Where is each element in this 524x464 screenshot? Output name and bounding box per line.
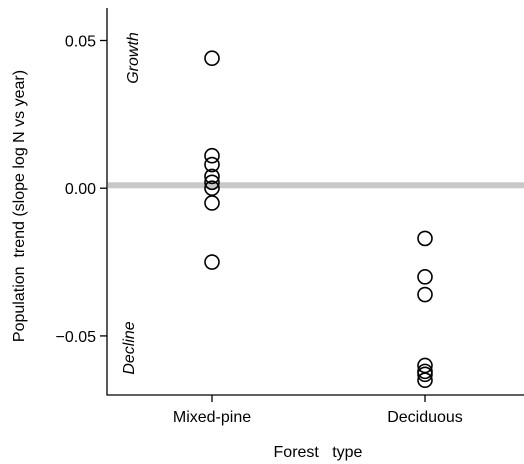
- data-point: [417, 372, 433, 389]
- y-tick-label: 0.00: [65, 181, 96, 198]
- data-point: [417, 366, 433, 383]
- x-tick-label: Deciduous: [387, 409, 463, 426]
- axes-frame: [106, 8, 524, 396]
- x-axis-ticks: Mixed-pine Deciduous: [173, 395, 463, 426]
- data-point: [204, 50, 220, 67]
- data-point: [204, 254, 220, 270]
- x-axis-title: Forest type: [274, 444, 363, 461]
- data-point: [204, 195, 220, 211]
- data-point: [417, 286, 433, 303]
- data-points: [204, 50, 433, 389]
- data-point: [204, 147, 220, 164]
- x-tick-label: Mixed-pine: [173, 409, 251, 426]
- y-tick-label: 0.05: [65, 33, 96, 50]
- growth-annotation: Growth: [125, 32, 142, 84]
- decline-annotation: Decline: [121, 321, 138, 374]
- data-point: [204, 168, 220, 185]
- y-tick-label: −0.05: [56, 329, 97, 346]
- y-axis-title: Population trend (slope log N vs year): [11, 70, 28, 342]
- data-point: [204, 156, 220, 173]
- y-axis-ticks: 0.05 0.00 −0.05: [56, 33, 107, 346]
- data-point: [204, 174, 220, 191]
- data-point: [417, 269, 433, 285]
- data-point: [417, 230, 433, 247]
